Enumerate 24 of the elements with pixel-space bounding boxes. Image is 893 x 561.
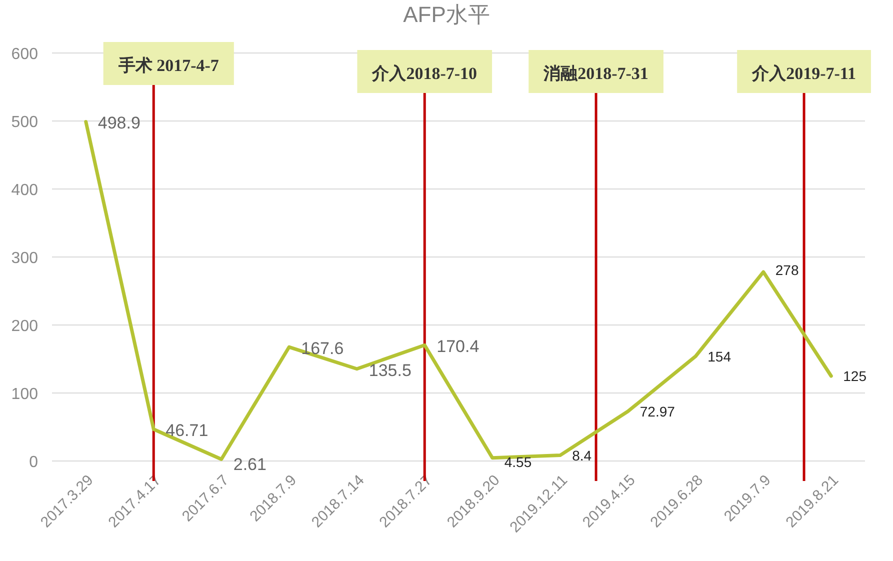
- data-label: 278: [775, 262, 799, 278]
- y-tick-label: 100: [11, 386, 38, 403]
- data-label: 4.55: [504, 454, 532, 470]
- y-tick-label: 600: [11, 46, 38, 63]
- y-tick-label: 200: [11, 318, 38, 335]
- data-label: 72.97: [640, 403, 676, 420]
- data-label: 167.6: [301, 339, 344, 358]
- data-label: 46.71: [166, 421, 208, 440]
- data-label: 135.5: [368, 360, 412, 380]
- annotation: 介入2019-7-11: [751, 64, 856, 83]
- y-tick-label: 0: [29, 454, 38, 471]
- data-label: 125: [843, 368, 867, 384]
- y-tick-label: 400: [11, 182, 38, 199]
- ref-line-label: 手术 2017-4-7: [117, 56, 220, 75]
- chart-title: AFP水平: [403, 2, 490, 27]
- data-label: 498.9: [98, 114, 140, 133]
- y-tick-label: 300: [11, 250, 38, 267]
- annotation: 消融2018-7-31: [542, 64, 648, 83]
- ref-line-label: 介入2018-7-10: [371, 64, 478, 83]
- y-tick-label: 500: [11, 114, 38, 131]
- data-label: 2.61: [233, 455, 266, 474]
- data-label: 170.4: [436, 337, 480, 356]
- data-label: 8.4: [572, 447, 592, 464]
- data-label: 154: [708, 348, 732, 364]
